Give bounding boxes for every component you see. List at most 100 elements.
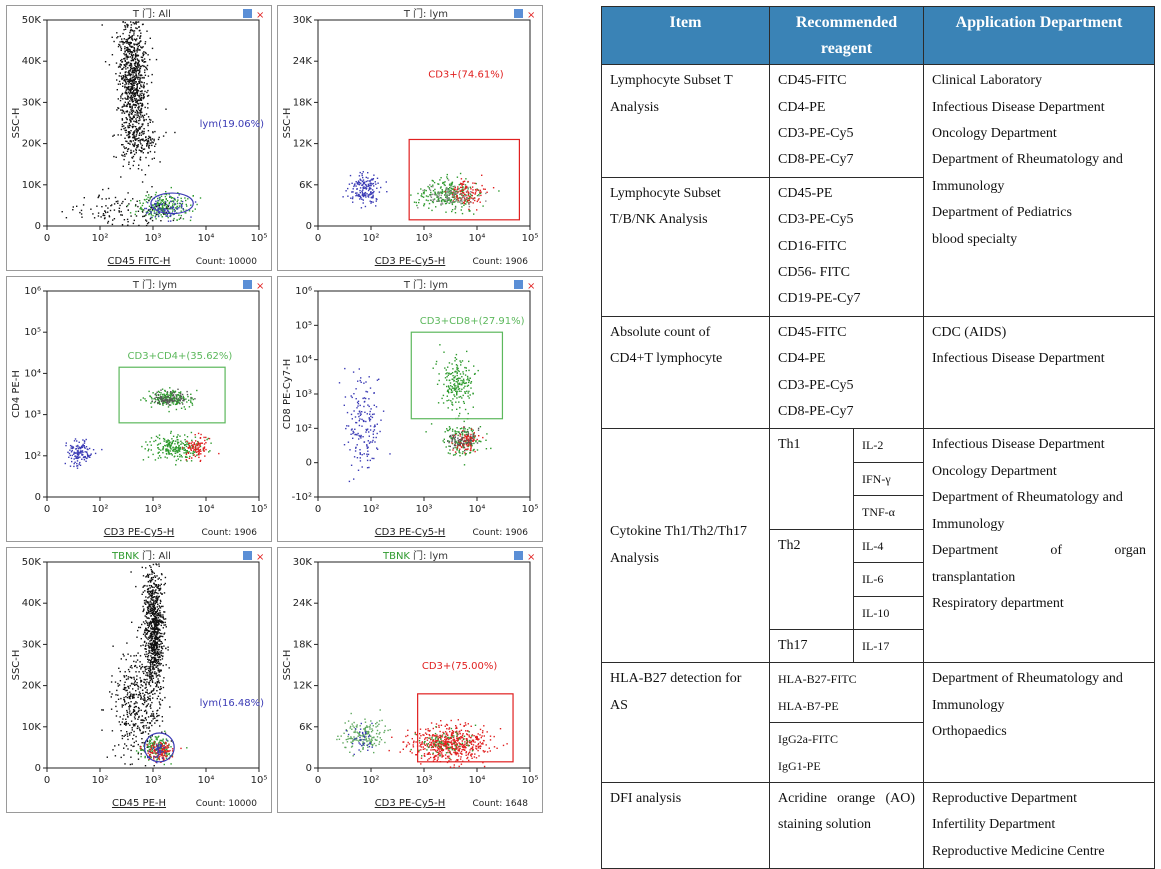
close-icon[interactable]: × [256,281,264,292]
close-icon[interactable]: × [527,281,535,292]
department: Infertility Department [932,812,1146,838]
interleukin: IL-2 [854,429,924,462]
item-line: Analysis [610,546,761,572]
plot-title-prefix: TBNK [382,551,410,562]
y-tick-label: 10² [295,423,312,434]
x-tick-label: 10⁴ [198,504,215,515]
reagent: CD45-PE [778,181,915,207]
y-tick-label: 0 [306,458,312,469]
settings-icon[interactable] [514,551,523,560]
department: Reproductive Medicine Centre [932,839,1146,865]
word: of [1050,538,1062,564]
department: transplantation [932,565,1146,591]
gate-region[interactable] [409,139,519,219]
event-count: Count: 10000 [196,257,258,267]
settings-icon[interactable] [243,280,252,289]
department: Oncology Department [932,459,1146,485]
plot-title-prefix: T [403,280,411,291]
department: Orthopaedics [932,719,1146,745]
x-axis-label: CD3 PE-Cy5-H [375,798,446,809]
reagent: IgG1-PE [778,753,915,779]
x-tick-label: 10³ [416,233,433,244]
x-axis-label: CD45 FITC-H [108,256,171,267]
plot-title-prefix: T [132,9,140,20]
department: Reproductive Department [932,786,1146,812]
x-tick-label: 10² [363,504,380,515]
interleukin: IL-4 [854,529,924,562]
department: Department of Pediatrics [932,200,1146,226]
plot-title-prefix: T [132,280,140,291]
close-icon[interactable]: × [527,10,535,21]
gate-label: CD3+(75.00%) [422,661,497,672]
settings-icon[interactable] [243,551,252,560]
settings-icon[interactable] [514,9,523,18]
reagent: CD45-FITC [778,320,915,346]
department: Clinical Laboratory [932,68,1146,94]
settings-icon[interactable] [243,9,252,18]
item-line: T/B/NK Analysis [610,207,761,233]
department: Department of Rheumatology and [932,147,1146,173]
plot-title: 门: All [142,549,171,562]
word: (AO) [885,786,915,812]
event-count: Count: 1906 [472,257,528,267]
y-tick-label: 24K [293,56,313,67]
y-tick-label: 10⁶ [295,286,312,297]
reagent-cell: CD45-FITC CD4-PE CD3-PE-Cy5 CD8-PE-Cy7 [770,316,924,429]
gate-region[interactable] [418,694,513,762]
th-group: Th2 [770,529,854,629]
close-icon[interactable]: × [256,10,264,21]
word: organ [1114,538,1146,564]
item-cell: Cytokine Th1/Th2/Th17 Analysis [602,429,770,663]
y-tick-label: 20K [22,681,42,692]
y-tick-label: 30K [22,639,42,650]
close-icon[interactable]: × [527,552,535,563]
department-cell: Clinical Laboratory Infectious Disease D… [924,65,1155,317]
header-item: Item [602,7,770,65]
x-tick-label: 10² [92,504,109,515]
table-row: Absolute count of CD4+T lymphocyte CD45-… [602,316,1155,429]
word: orange [837,786,875,812]
gate-label: CD3+CD4+(35.62%) [128,351,233,362]
y-tick-label: 10⁵ [295,320,312,331]
table-row: HLA-B27 detection for AS HLA-B27-FITC HL… [602,663,1155,723]
reagent: CD56- FITC [778,260,915,286]
item-line: Absolute count of [610,320,761,346]
department: Infectious Disease Department [932,95,1146,121]
y-tick-label: 50K [22,557,42,568]
x-tick-label: 0 [315,233,321,244]
reagent: HLA-B7-PE [778,693,915,719]
reagent: CD45-FITC [778,68,915,94]
reagent: CD19-PE-Cy7 [778,286,915,312]
department: Department of Rheumatology and [932,485,1146,511]
settings-icon[interactable] [514,280,523,289]
plot-title-prefix: T [403,9,411,20]
y-tick-label: 6K [299,722,312,733]
interleukin: IFN-γ [854,462,924,495]
x-tick-label: 10³ [416,504,433,515]
x-tick-label: 10⁵ [251,233,268,244]
plot-title-prefix: TBNK [111,551,139,562]
item-cell: Lymphocyte Subset T Analysis [602,65,770,178]
y-tick-label: 10³ [24,410,41,421]
department: Respiratory department [932,591,1146,617]
item-line: HLA-B27 detection for [610,666,761,692]
department-cell: Infectious Disease Department Oncology D… [924,429,1155,663]
header-department: Application Department [924,7,1155,65]
table-row: DFI analysis Acridine orange (AO) staini… [602,782,1155,868]
x-tick-label: 10² [92,775,109,786]
scatter-points [101,563,187,766]
y-tick-label: 10⁶ [24,286,41,297]
department: CDC (AIDS) [932,320,1146,346]
close-icon[interactable]: × [256,552,264,563]
scatter-points [62,21,202,226]
item-line: Cytokine Th1/Th2/Th17 [610,519,761,545]
reagent: CD16-FITC [778,234,915,260]
scatter-points [339,344,492,482]
x-tick-label: 10³ [145,504,162,515]
scatter-points [342,171,499,215]
y-tick-label: 0 [35,492,41,503]
